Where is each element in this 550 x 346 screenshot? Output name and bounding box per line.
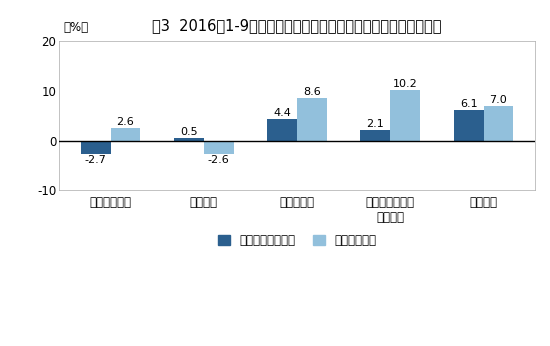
- Bar: [267, 119, 297, 141]
- Bar: [297, 98, 327, 141]
- Text: 7.0: 7.0: [490, 95, 507, 105]
- Text: 8.6: 8.6: [303, 87, 321, 97]
- Text: -2.6: -2.6: [208, 155, 229, 165]
- Text: 10.2: 10.2: [393, 79, 417, 89]
- Text: （%）: （%）: [64, 21, 89, 34]
- Text: 2.1: 2.1: [366, 119, 384, 129]
- Bar: [483, 106, 513, 141]
- Bar: [81, 141, 111, 154]
- Legend: 主营业务收入增速, 利润总额增速: 主营业务收入增速, 利润总额增速: [218, 234, 376, 247]
- Title: 图3  2016年1-9月份分经济类型主营业务收入与利润总额同比增速: 图3 2016年1-9月份分经济类型主营业务收入与利润总额同比增速: [152, 18, 442, 33]
- Text: 0.5: 0.5: [180, 127, 197, 137]
- Bar: [174, 138, 204, 141]
- Text: 4.4: 4.4: [273, 108, 291, 118]
- Bar: [454, 110, 483, 141]
- Bar: [360, 130, 390, 141]
- Bar: [111, 128, 140, 141]
- Bar: [390, 90, 420, 141]
- Text: -2.7: -2.7: [85, 155, 107, 165]
- Text: 6.1: 6.1: [460, 99, 477, 109]
- Text: 2.6: 2.6: [117, 117, 134, 127]
- Bar: [204, 141, 234, 154]
